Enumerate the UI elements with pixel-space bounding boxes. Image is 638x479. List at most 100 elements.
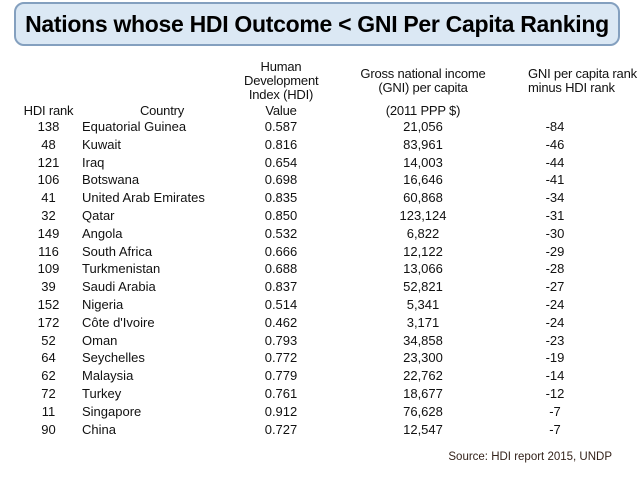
group-header-hdi-index: Human Development Index (HDI) [244, 59, 319, 102]
cell-country: Singapore [82, 403, 142, 419]
cell-hdi-rank: 62 [41, 368, 56, 384]
cell-hdi-value: 0.666 [264, 243, 298, 259]
group-header-empty-country [80, 58, 244, 104]
cell-rank-diff: -34 [545, 190, 565, 206]
column-header-empty-diff [528, 104, 615, 118]
table-row: 121 Iraq 0.654 14,003 -44 [17, 154, 615, 172]
cell-hdi-rank: 39 [41, 279, 56, 295]
cell-hdi-value: 0.532 [264, 225, 298, 241]
cell-rank-diff: -23 [545, 332, 565, 348]
cell-hdi-rank: 52 [41, 332, 56, 348]
cell-gni-per-capita: 12,547 [403, 421, 443, 437]
cell-hdi-value: 0.761 [264, 385, 298, 401]
cell-country: Turkmenistan [82, 261, 161, 277]
cell-rank-diff: -14 [545, 368, 565, 384]
table-row: 138 Equatorial Guinea 0.587 21,056 -84 [17, 118, 615, 136]
cell-country: Nigeria [82, 296, 124, 312]
cell-hdi-rank: 32 [41, 207, 56, 223]
table-row: 52 Oman 0.793 34,858 -23 [17, 332, 615, 350]
table-row: 90 China 0.727 12,547 -7 [17, 421, 615, 439]
table-row: 172 Côte d'Ivoire 0.462 3,171 -24 [17, 314, 615, 332]
cell-rank-diff: -84 [545, 119, 565, 134]
cell-gni-per-capita: 12,122 [403, 243, 443, 259]
table-row: 109 Turkmenistan 0.688 13,066 -28 [17, 260, 615, 278]
cell-country: United Arab Emirates [82, 190, 205, 206]
cell-country: Iraq [82, 154, 105, 170]
cell-hdi-value: 0.698 [264, 172, 298, 188]
cell-hdi-value: 0.779 [264, 368, 298, 384]
cell-country: South Africa [82, 243, 153, 259]
title-box: Nations whose HDI Outcome < GNI Per Capi… [14, 2, 620, 46]
table-row: 11 Singapore 0.912 76,628 -7 [17, 403, 615, 421]
cell-rank-diff: -19 [545, 350, 565, 366]
cell-hdi-value: 0.514 [264, 296, 298, 312]
cell-hdi-value: 0.688 [264, 261, 298, 277]
source-attribution: Source: HDI report 2015, UNDP [448, 451, 612, 463]
table-row: 32 Qatar 0.850 123,124 -31 [17, 207, 615, 225]
cell-hdi-rank: 116 [38, 243, 59, 259]
cell-hdi-value: 0.837 [264, 279, 298, 295]
cell-country: Kuwait [82, 136, 122, 152]
cell-hdi-value: 0.462 [264, 314, 298, 330]
cell-hdi-rank: 109 [37, 261, 60, 277]
cell-gni-per-capita: 22,762 [403, 368, 443, 384]
cell-gni-per-capita: 34,858 [403, 332, 443, 348]
table-row: 41 United Arab Emirates 0.835 60,868 -34 [17, 189, 615, 207]
cell-country: Oman [82, 332, 118, 348]
cell-country: China [82, 421, 116, 437]
cell-hdi-value: 0.654 [264, 154, 298, 170]
cell-hdi-rank: 172 [37, 314, 60, 330]
table-row: 72 Turkey 0.761 18,677 -12 [17, 385, 615, 403]
table-row: 62 Malaysia 0.779 22,762 -14 [17, 367, 615, 385]
cell-rank-diff: -28 [545, 261, 565, 277]
table-row: 149 Angola 0.532 6,822 -30 [17, 225, 615, 243]
cell-rank-diff: -29 [545, 243, 565, 259]
table-body: 138 Equatorial Guinea 0.587 21,056 -84 48 Kuwa… [17, 118, 615, 438]
table-row: 64 Seychelles 0.772 23,300 -19 [17, 349, 615, 367]
cell-hdi-rank: 48 [41, 136, 56, 152]
cell-gni-per-capita: 16,646 [403, 172, 443, 188]
cell-gni-per-capita: 5,341 [406, 296, 440, 312]
cell-hdi-value: 0.772 [264, 350, 298, 366]
cell-country: Qatar [82, 207, 115, 223]
table-row: 116 South Africa 0.666 12,122 -29 [17, 243, 615, 261]
column-header-ppp: (2011 PPP $) [385, 103, 461, 118]
cell-hdi-value: 0.850 [264, 207, 298, 223]
cell-gni-per-capita: 23,300 [403, 350, 443, 366]
group-header-gni-minus-hdi: GNI per capita rank minus HDI rank [528, 66, 637, 95]
column-header-country: Country [139, 103, 185, 118]
cell-rank-diff: -31 [545, 207, 565, 223]
cell-country: Angola [82, 225, 123, 241]
group-header-empty-rank [17, 58, 80, 104]
cell-hdi-value: 0.727 [264, 421, 298, 437]
cell-hdi-rank: 138 [37, 119, 60, 134]
cell-gni-per-capita: 14,003 [403, 154, 443, 170]
cell-hdi-rank: 106 [37, 172, 60, 188]
cell-gni-per-capita: 123,124 [399, 207, 447, 223]
cell-gni-per-capita: 21,056 [403, 119, 443, 134]
hdi-gni-table: Human Development Index (HDI) Gross nati… [17, 58, 637, 438]
cell-gni-per-capita: 76,628 [403, 403, 443, 419]
cell-gni-per-capita: 60,868 [403, 190, 443, 206]
cell-rank-diff: -12 [545, 385, 565, 401]
table-row: 152 Nigeria 0.514 5,341 -24 [17, 296, 615, 314]
cell-hdi-rank: 149 [37, 225, 60, 241]
cell-rank-diff: -7 [549, 403, 561, 419]
cell-rank-diff: -44 [545, 154, 565, 170]
cell-rank-diff: -24 [545, 296, 565, 312]
cell-hdi-rank: 121 [37, 154, 60, 170]
table-group-header-row: Human Development Index (HDI) Gross nati… [17, 58, 637, 104]
cell-hdi-rank: 72 [41, 385, 56, 401]
cell-hdi-value: 0.793 [264, 332, 298, 348]
cell-hdi-rank: 64 [41, 350, 56, 366]
cell-gni-per-capita: 18,677 [403, 385, 443, 401]
table-row: 48 Kuwait 0.816 83,961 -46 [17, 136, 615, 154]
cell-country: Malaysia [82, 368, 134, 384]
cell-hdi-rank: 41 [41, 190, 56, 206]
cell-hdi-rank: 90 [41, 421, 56, 437]
cell-hdi-value: 0.835 [264, 190, 298, 206]
cell-country: Botswana [82, 172, 140, 188]
table-row: 39 Saudi Arabia 0.837 52,821 -27 [17, 278, 615, 296]
cell-gni-per-capita: 6,822 [406, 225, 440, 241]
